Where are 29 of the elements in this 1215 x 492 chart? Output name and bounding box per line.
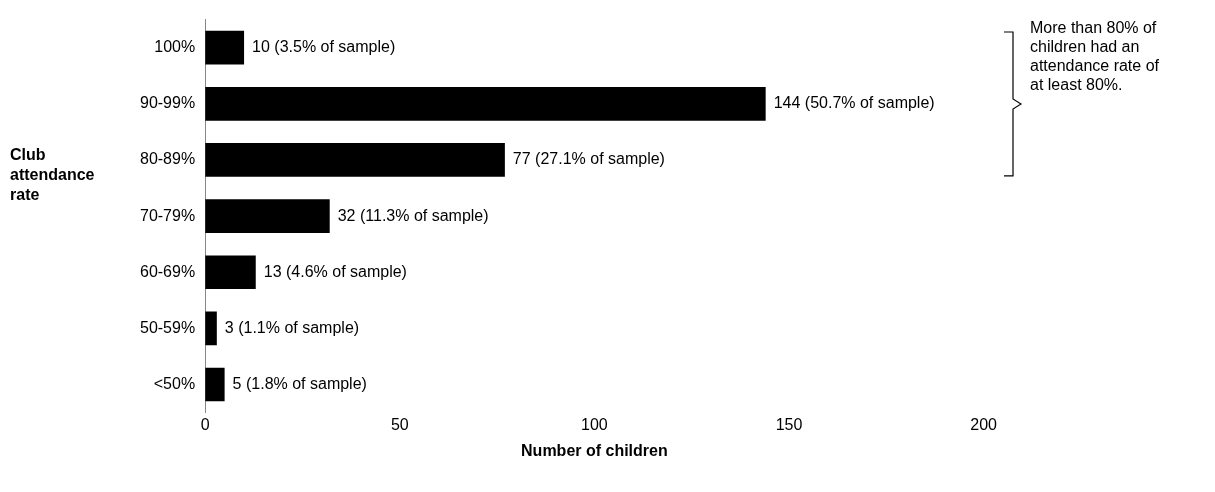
y-tick-label: 70-79% <box>139 206 196 224</box>
x-axis-title: Number of children <box>521 441 668 459</box>
x-tick-label: 150 <box>775 415 803 433</box>
bar <box>205 199 330 233</box>
data-label: 77 (27.1% of sample) <box>512 150 665 168</box>
y-tick-label: 50-59% <box>139 318 196 336</box>
x-tick-label: 50 <box>390 415 409 433</box>
bar <box>205 30 245 65</box>
y-tick-label: 90-99% <box>139 94 196 112</box>
y-tick-label: 80-89% <box>139 150 196 168</box>
bar <box>205 367 225 402</box>
y-tick-label: 60-69% <box>139 262 196 280</box>
bar <box>205 86 766 121</box>
data-label: 3 (1.1% of sample) <box>224 318 360 336</box>
x-tick-label: 100 <box>581 415 608 433</box>
data-label: 5 (1.8% of sample) <box>232 374 367 392</box>
data-label: 13 (4.6% of sample) <box>263 262 407 280</box>
bar <box>205 311 217 346</box>
y-axis-title: Club attendance rate <box>10 145 96 205</box>
bar <box>205 255 256 290</box>
x-tick-label: 200 <box>970 415 998 433</box>
text: More than 80% of children had an attendance rate of at least 80%. <box>1030 18 1160 94</box>
y-tick-label: 100% <box>154 38 196 56</box>
bar <box>205 143 505 177</box>
y-tick-label: <50% <box>153 374 196 392</box>
data-label: 144 (50.7% of sample) <box>773 94 935 112</box>
data-label: 32 (11.3% of sample) <box>337 206 489 224</box>
x-tick-label: 0 <box>200 415 210 433</box>
data-label: 10 (3.5% of sample) <box>252 38 396 56</box>
